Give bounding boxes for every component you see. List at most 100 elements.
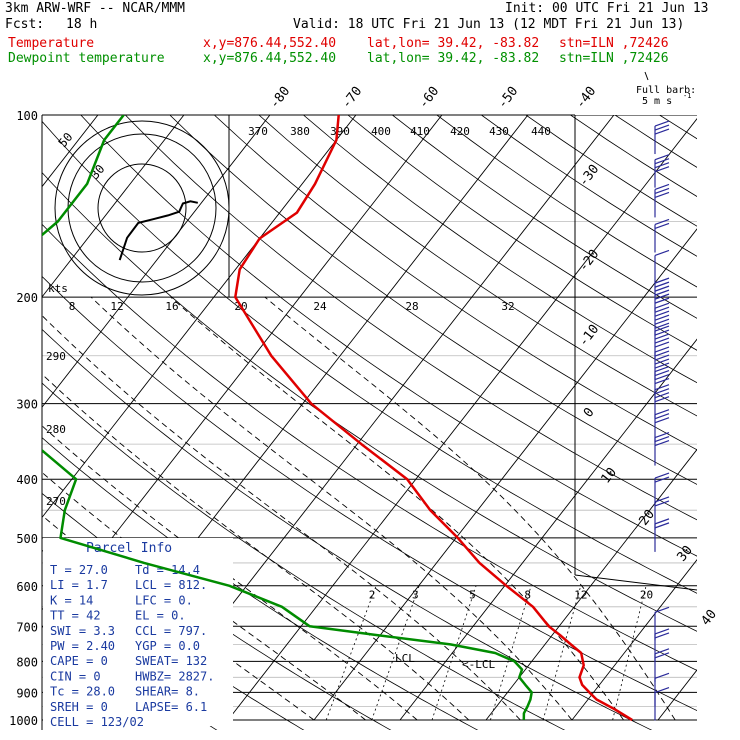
forecast-label: Fcst: <box>5 17 45 32</box>
mixing-ratio-label: 12 <box>574 588 587 601</box>
model-title: 3km ARW-WRF -- NCAR/MMM <box>5 1 186 16</box>
isotherm-label: 40 <box>699 607 720 629</box>
parcel-info-value: SWI = 3.3 <box>50 624 115 638</box>
parcel-info-value: K = 14 <box>50 593 93 607</box>
pressure-label: 900 <box>16 686 38 700</box>
wind-barb-feather <box>654 628 670 635</box>
lcl-label-temperature: <-LCL <box>462 658 495 671</box>
theta-label: 420 <box>450 125 470 138</box>
wind-barb <box>654 431 670 466</box>
pressure-label: 200 <box>16 291 38 305</box>
wind-barb-feather <box>654 218 670 226</box>
parcel-info-value: SWEAT= 132 <box>135 654 207 668</box>
wind-barb-feather <box>654 154 670 161</box>
dry-adiabat-400 <box>303 115 697 384</box>
barb-legend-title: Full barb: <box>636 85 696 96</box>
wind-barb-feather <box>654 289 670 296</box>
wind-barb-feather <box>654 417 670 424</box>
wind-barb <box>654 249 670 284</box>
mixing-ratio-label: 20 <box>640 588 653 601</box>
barb-legend-value: 5 m s <box>642 96 672 107</box>
theta-label: 440 <box>531 125 551 138</box>
wind-barb-feather <box>654 302 670 309</box>
pressure-label: 300 <box>16 398 38 412</box>
wind-barb-feather <box>654 409 670 416</box>
wind-barb-feather <box>654 310 670 317</box>
hodograph-axis-label: 28 <box>405 300 418 313</box>
hodograph-ring-30 <box>97 163 187 253</box>
wind-barb-feather <box>654 396 670 403</box>
wind-barb-feather <box>654 277 670 284</box>
mixing-ratio-label: 8 <box>524 588 531 601</box>
mixing-ratio-label: 5 <box>469 588 476 601</box>
isotherm-label: -70 <box>339 84 365 112</box>
moist-adiabat-8 <box>42 373 470 721</box>
hodograph-ring-50 <box>67 133 217 283</box>
moist-adiabat-2 <box>42 425 418 721</box>
dry-adiabat-440 <box>481 115 697 257</box>
wind-barb-feather <box>654 329 670 336</box>
isotherm-label: -60 <box>416 84 442 112</box>
legend-dewpoint-stn: stn=ILN ,72426 <box>559 51 669 66</box>
legend-temperature-name: Temperature <box>8 36 95 51</box>
moist-adiabat-32 <box>264 296 676 721</box>
wind-barb-feather <box>654 472 670 479</box>
isotherm--10 <box>313 228 697 721</box>
parcel-info-value: CELL = 123/02 <box>50 715 144 729</box>
parcel-info-value: EL = 0. <box>135 609 186 623</box>
parcel-info-value: T = 27.0 <box>50 563 108 577</box>
pressure-label: 1000 <box>9 714 38 728</box>
theta-label: 430 <box>489 125 509 138</box>
isotherm-label: -80 <box>267 84 293 112</box>
lcl-label-dewpoint: LCL <box>395 652 415 665</box>
isotherm-20 <box>571 559 697 721</box>
hodograph-axis-label: 8 <box>69 300 76 313</box>
dry-adiabat-370 <box>169 115 697 485</box>
wind-barb <box>654 154 670 188</box>
isotherm-label: -40 <box>573 84 599 112</box>
wind-barb <box>654 686 670 721</box>
temperature-line <box>234 115 633 722</box>
mixing-ratio-line-5 <box>431 585 477 721</box>
isotherm-label: -20 <box>576 247 602 275</box>
legend-temperature-stn: stn=ILN ,72426 <box>559 36 669 51</box>
wind-barb-feather <box>654 518 670 525</box>
legend-temperature-latlon: lat,lon= 39.42, -83.82 <box>367 36 540 51</box>
wind-barb-feather <box>654 124 670 131</box>
wind-barb-feather <box>654 377 670 385</box>
parcel-info-value: LFC = 0. <box>135 593 193 607</box>
mixing-ratio-line-2 <box>325 585 377 721</box>
wind-barb-feather <box>654 162 670 169</box>
right-axis-lower <box>574 574 698 591</box>
parcel-info-value: TT = 42 <box>50 609 101 623</box>
dry-adiabat-350 <box>80 115 697 557</box>
isotherm-30 <box>657 669 697 721</box>
wind-barb <box>654 518 670 552</box>
wind-barb-feather <box>654 365 670 373</box>
wind-barb-feather <box>654 120 670 127</box>
hodograph-axis-label: 16 <box>165 300 178 313</box>
dry-adiabat-340 <box>42 120 697 594</box>
wind-barb-feather <box>654 281 670 288</box>
hodograph-trace <box>118 200 198 261</box>
wind-barb-feather <box>654 500 670 507</box>
legend-dewpoint-latlon: lat,lon= 39.42, -83.82 <box>367 51 540 66</box>
wind-barb <box>654 218 670 253</box>
moist-adiabat-14 <box>42 314 521 721</box>
wind-barb-feather <box>654 392 670 399</box>
parcel-info-value: LCL = 812. <box>135 578 207 592</box>
theta-label: 410 <box>410 125 430 138</box>
wind-barb-feather <box>654 384 670 391</box>
wind-barb-feather <box>654 496 670 503</box>
wind-barb-feather <box>654 341 670 348</box>
mixing-ratio-label: 3 <box>412 588 419 601</box>
wind-barb-feather <box>654 413 670 420</box>
dry-adiabat-480 <box>659 115 697 140</box>
isotherm--70 <box>42 115 271 408</box>
wind-barb-feather <box>654 325 670 332</box>
wind-barb-feather <box>654 191 670 198</box>
legend-dewpoint-xy: x,y=876.44,552.40 <box>203 51 337 66</box>
wind-barb-feather <box>654 522 670 529</box>
moist-adiabat--10 <box>42 514 315 721</box>
wind-barb-feather <box>654 322 670 329</box>
